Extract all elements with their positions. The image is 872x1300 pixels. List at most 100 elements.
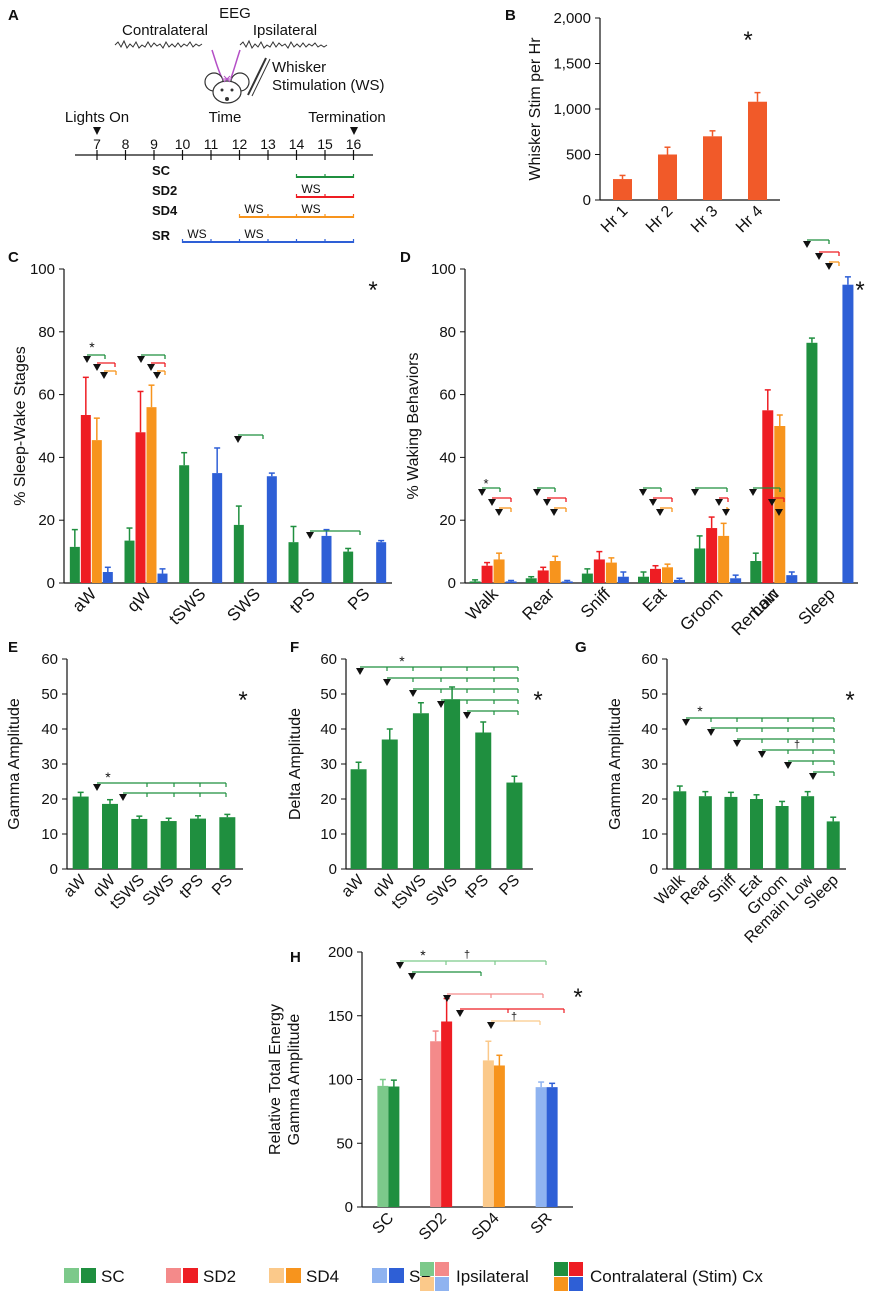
- hour-tick-label: 12: [232, 136, 248, 152]
- bar: [475, 732, 492, 869]
- bar: [179, 465, 190, 583]
- hour-tick-label: 16: [346, 136, 362, 152]
- bar: [506, 782, 523, 869]
- bar: [673, 791, 687, 869]
- bar: [481, 565, 493, 583]
- bar: [441, 1021, 453, 1207]
- y-tick-label: 2,000: [553, 10, 591, 27]
- bar: [350, 769, 367, 869]
- y-tick-label: 0: [448, 575, 456, 592]
- significance-arrow: [803, 241, 811, 248]
- legend-swatch-ipsilateral: [435, 1277, 449, 1291]
- panel-letter-d: D: [400, 249, 411, 266]
- significance-arrow: [495, 509, 503, 516]
- bar: [493, 1065, 505, 1207]
- time-label: Time: [209, 109, 242, 126]
- x-tick-label: tPS: [177, 872, 207, 902]
- legend-swatch-dark: [286, 1268, 301, 1283]
- bar: [219, 817, 236, 869]
- significance-arrow: [682, 719, 690, 726]
- y-tick-label: 40: [439, 449, 456, 466]
- significance-arrow: [119, 794, 127, 801]
- y-axis-label: % Sleep-Wake Stages: [12, 346, 29, 505]
- x-tick-label: aW: [338, 871, 368, 901]
- significance-star: *: [368, 277, 377, 304]
- y-tick-label: 40: [38, 449, 55, 466]
- significance-arrow: [784, 762, 792, 769]
- legend-swatch-ipsilateral: [435, 1262, 449, 1276]
- significance-arrow: [825, 263, 833, 270]
- bar: [266, 476, 277, 583]
- x-tick-label: Eat: [639, 584, 671, 616]
- x-tick-label: aW: [69, 584, 100, 615]
- chart-b: 0 500 1,000 1,500 2,000 Whisker Stim per Hr Hr…: [527, 10, 780, 236]
- bar: [698, 796, 712, 869]
- y-tick-label: 0: [50, 861, 58, 878]
- significance-star: *: [420, 947, 426, 963]
- y-tick-label: 50: [336, 1135, 353, 1152]
- bar: [703, 136, 722, 200]
- termination-label: Termination: [308, 109, 386, 126]
- significance-arrow: [649, 499, 657, 506]
- y-tick-label: 30: [41, 756, 58, 773]
- x-tick-label: PS: [209, 872, 236, 899]
- bar: [388, 1086, 400, 1207]
- y-axis-label: Gamma Amplitude: [6, 698, 23, 830]
- bar: [613, 179, 632, 200]
- x-tick-label: tSWS: [165, 584, 209, 628]
- y-axis-label: Gamma Amplitude: [607, 698, 624, 830]
- bar: [343, 551, 354, 583]
- significance-arrow: [715, 499, 723, 506]
- y-tick-label: 40: [641, 721, 658, 738]
- hour-tick-label: 10: [175, 136, 191, 152]
- legend-swatch-ipsilateral: [420, 1262, 434, 1276]
- bar: [775, 806, 789, 869]
- legend: SC SD2 SD4 SR Ipsilateral Contralateral (Stim…: [64, 1262, 763, 1291]
- y-tick-label: 0: [47, 575, 55, 592]
- x-tick-label: Rear: [519, 584, 559, 624]
- bar: [482, 1060, 494, 1207]
- y-tick-label: 0: [650, 861, 658, 878]
- significance-arrow: [100, 372, 108, 379]
- significance-star: *: [238, 687, 247, 714]
- significance-star: *: [533, 687, 542, 714]
- y-axis-label: % Waking Behaviors: [405, 352, 422, 499]
- hour-tick-label: 13: [260, 136, 276, 152]
- significance-arrow: [691, 489, 699, 496]
- bar: [69, 546, 80, 583]
- x-tick-label: tSWS: [389, 872, 430, 913]
- significance-dagger: †: [511, 1011, 517, 1023]
- significance-star: *: [697, 703, 703, 719]
- bar: [146, 407, 157, 583]
- panel-letter-c: C: [8, 249, 19, 266]
- panel-a-schematic: EEG Contralateral Ipsilateral Whisker Sti…: [65, 5, 386, 243]
- y-tick-label: 60: [38, 387, 55, 404]
- y-tick-label: 60: [320, 651, 337, 668]
- lights-on-arrow: [93, 127, 101, 135]
- legend-swatch-light: [372, 1268, 387, 1283]
- significance-arrow: [749, 489, 757, 496]
- legend-swatch-light: [166, 1268, 181, 1283]
- significance-arrow: [153, 372, 161, 379]
- x-tick-label: PS: [344, 584, 373, 613]
- significance-arrow: [707, 729, 715, 736]
- x-tick-label: tPS: [462, 872, 492, 902]
- y-tick-label: 0: [329, 861, 337, 878]
- termination-arrow: [350, 127, 358, 135]
- bar: [750, 799, 763, 869]
- bar: [730, 578, 742, 583]
- group-label-sr: SR: [152, 228, 171, 243]
- x-tick-label: SC: [369, 1210, 397, 1238]
- y-tick-label: 40: [41, 721, 58, 738]
- panel-letter-b: B: [505, 7, 516, 24]
- chart-d: 0 20 40 60 80 100 % Waking Behaviors Walk Rear Sn…: [405, 239, 865, 639]
- bar: [748, 101, 767, 200]
- significance-arrow: [306, 532, 314, 539]
- significance-arrow: [409, 690, 417, 697]
- significance-arrow: [137, 356, 145, 363]
- significance-arrow: [443, 995, 451, 1002]
- x-tick-label: Groom: [676, 584, 726, 634]
- bar: [593, 559, 605, 583]
- ws-label: WS: [244, 202, 263, 216]
